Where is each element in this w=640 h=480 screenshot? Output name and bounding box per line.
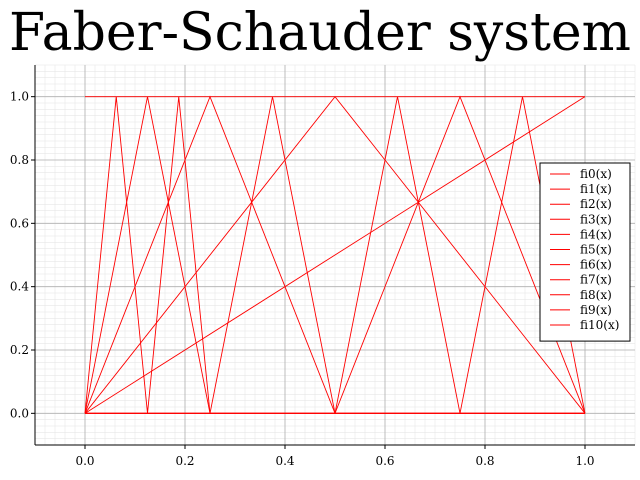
x-tick-label: 0.0 xyxy=(75,454,94,468)
chart-title: Faber-Schauder system xyxy=(9,3,631,63)
legend-entry: fi9(x) xyxy=(580,303,612,317)
x-tick-label: 0.8 xyxy=(475,454,494,468)
series-line-fi10x xyxy=(85,96,585,414)
legend-entry: fi2(x) xyxy=(580,197,612,211)
y-tick-label: 0.0 xyxy=(10,406,29,420)
legend: fi0(x)fi1(x)fi2(x)fi3(x)fi4(x) fi5(x)fi6(… xyxy=(539,162,631,342)
tick-labels: 0.0 0.2 0.4 0.6 0.8 1.0 0.0 0.2 0.4 0.6 0.8 1.0 xyxy=(10,90,595,468)
legend-entry: fi7(x) xyxy=(580,273,612,287)
series-lines xyxy=(84,95,586,414)
legend-box xyxy=(539,162,631,342)
x-tick-label: 0.4 xyxy=(275,454,294,468)
y-tick-label: 0.2 xyxy=(10,343,29,357)
y-tick-label: 1.0 xyxy=(10,90,29,104)
legend-entry: fi10(x) xyxy=(580,318,619,332)
y-tick-label: 0.8 xyxy=(10,153,29,167)
legend-entry: fi3(x) xyxy=(580,212,612,226)
y-tick-label: 0.4 xyxy=(10,280,29,294)
legend-entry: fi5(x) xyxy=(580,243,612,257)
legend-entry: fi8(x) xyxy=(580,288,612,302)
x-tick-label: 0.6 xyxy=(375,454,394,468)
series-line-fi2x xyxy=(84,95,586,414)
legend-entry: fi6(x) xyxy=(580,258,612,272)
series-line-fi1x xyxy=(84,96,586,414)
y-tick-label: 0.6 xyxy=(10,216,29,230)
legend-entry: fi1(x) xyxy=(580,182,612,196)
legend-entry: fi0(x) xyxy=(580,167,612,181)
x-tick-label: 0.2 xyxy=(175,454,194,468)
x-tick-label: 1.0 xyxy=(575,454,594,468)
legend-entry: fi4(x) xyxy=(580,227,612,241)
axes xyxy=(31,65,635,449)
